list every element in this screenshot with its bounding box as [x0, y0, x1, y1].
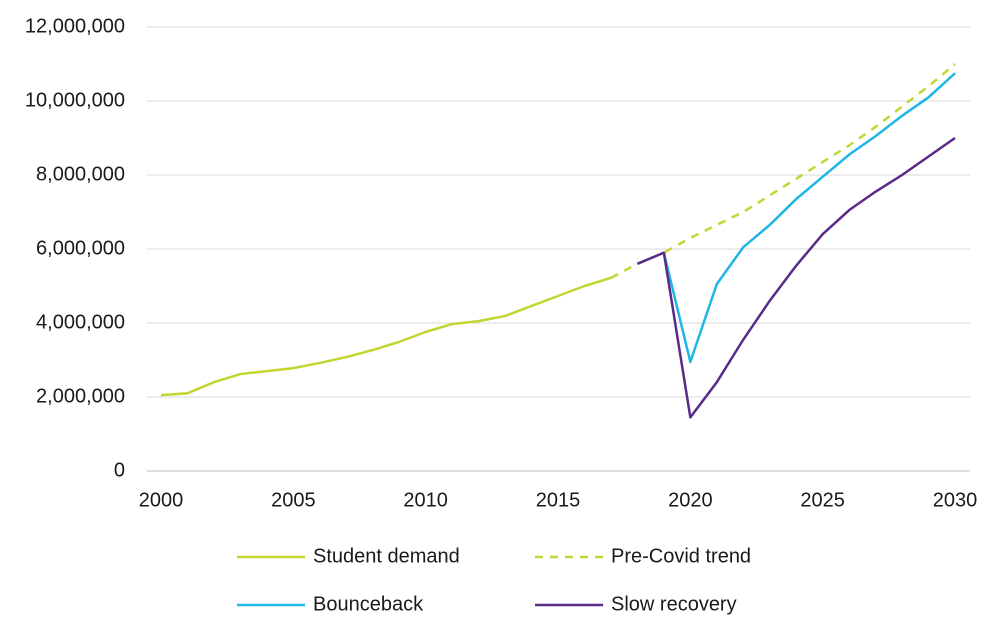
- y-tick-label: 4,000,000: [36, 311, 125, 333]
- series-line: [160, 276, 612, 397]
- y-tick-label: 8,000,000: [36, 163, 125, 185]
- series-line: [636, 136, 956, 419]
- y-tick-label: 10,000,000: [25, 89, 125, 111]
- x-tick-label: 2025: [800, 489, 845, 511]
- series-line: [610, 63, 956, 279]
- x-tick-label: 2000: [139, 489, 184, 511]
- legend-label: Pre-Covid trend: [611, 545, 751, 567]
- y-tick-label: 0: [114, 459, 125, 481]
- series-line: [662, 72, 956, 364]
- x-tick-label: 2030: [933, 489, 978, 511]
- x-tick-label: 2010: [403, 489, 448, 511]
- legend-label: Slow recovery: [611, 593, 737, 615]
- legend-label: Bounceback: [313, 593, 424, 615]
- x-tick-label: 2020: [668, 489, 713, 511]
- y-tick-label: 2,000,000: [36, 385, 125, 407]
- x-tick-label: 2015: [536, 489, 581, 511]
- x-tick-label: 2005: [271, 489, 316, 511]
- y-tick-label: 6,000,000: [36, 237, 125, 259]
- y-tick-label: 12,000,000: [25, 15, 125, 37]
- legend-label: Student demand: [313, 545, 460, 567]
